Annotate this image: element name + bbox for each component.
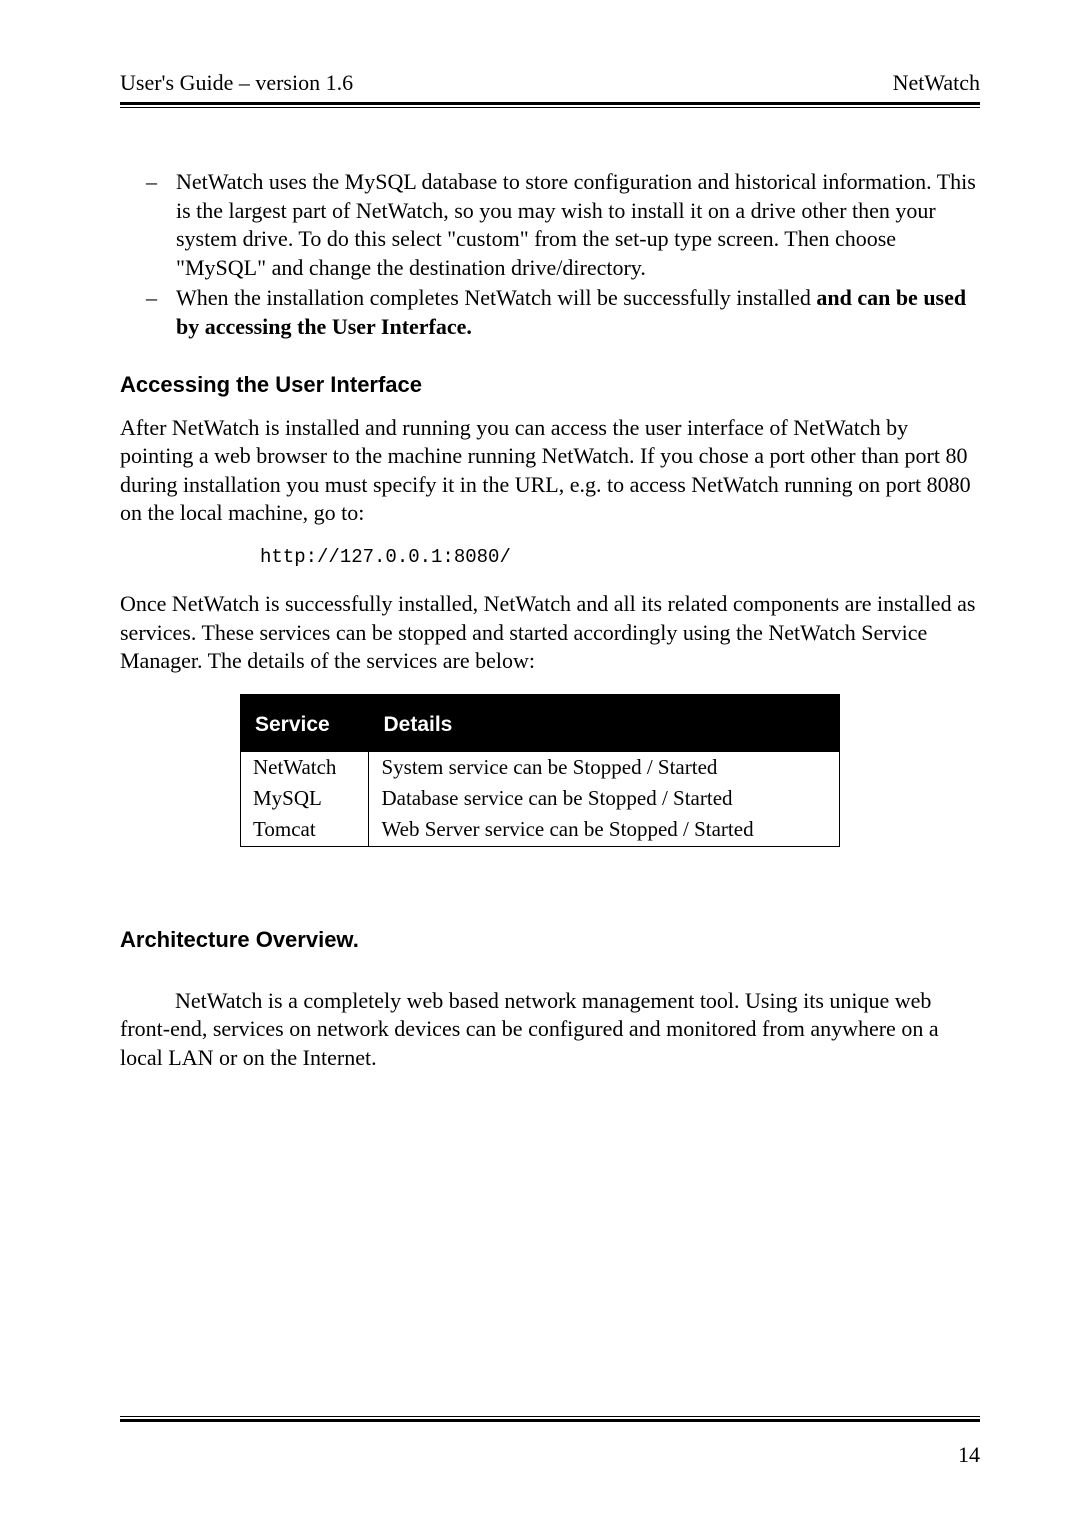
footer-rule-thin: [120, 1416, 980, 1417]
cell-service: MySQL: [241, 783, 369, 814]
section-heading-architecture: Architecture Overview.: [120, 927, 980, 953]
bullet-list: NetWatch uses the MySQL database to stor…: [120, 168, 980, 342]
table-row: MySQL Database service can be Stopped / …: [241, 783, 840, 814]
services-table: Service Details NetWatch System service …: [240, 694, 840, 847]
cell-service: NetWatch: [241, 751, 369, 783]
th-details: Details: [369, 694, 840, 751]
table-row: NetWatch System service can be Stopped /…: [241, 751, 840, 783]
code-url: http://127.0.0.1:8080/: [260, 546, 980, 568]
para-access-2: Once NetWatch is successfully installed,…: [120, 590, 980, 676]
cell-details: System service can be Stopped / Started: [369, 751, 840, 783]
bullet-item-1: NetWatch uses the MySQL database to stor…: [146, 168, 980, 282]
cell-service: Tomcat: [241, 814, 369, 847]
header-rule-thin: [120, 107, 980, 108]
bullet-item-2: When the installation completes NetWatch…: [146, 284, 980, 341]
cell-details: Database service can be Stopped / Starte…: [369, 783, 840, 814]
cell-details: Web Server service can be Stopped / Star…: [369, 814, 840, 847]
para-access-1: After NetWatch is installed and running …: [120, 414, 980, 528]
page-footer: 14: [120, 1416, 980, 1468]
table-header-row: Service Details: [241, 694, 840, 751]
header-left: User's Guide – version 1.6: [120, 70, 353, 96]
header-rule-thick: [120, 102, 980, 105]
th-service: Service: [241, 694, 369, 751]
page-number: 14: [120, 1442, 980, 1468]
bullet-1-text: NetWatch uses the MySQL database to stor…: [176, 169, 976, 280]
header-right: NetWatch: [893, 70, 980, 96]
bullet-2-text: When the installation completes NetWatch…: [176, 285, 816, 310]
section-heading-accessing: Accessing the User Interface: [120, 372, 980, 398]
page-header: User's Guide – version 1.6 NetWatch: [120, 70, 980, 102]
table-row: Tomcat Web Server service can be Stopped…: [241, 814, 840, 847]
footer-rule-thick: [120, 1419, 980, 1422]
para-architecture: NetWatch is a completely web based netwo…: [120, 987, 980, 1073]
